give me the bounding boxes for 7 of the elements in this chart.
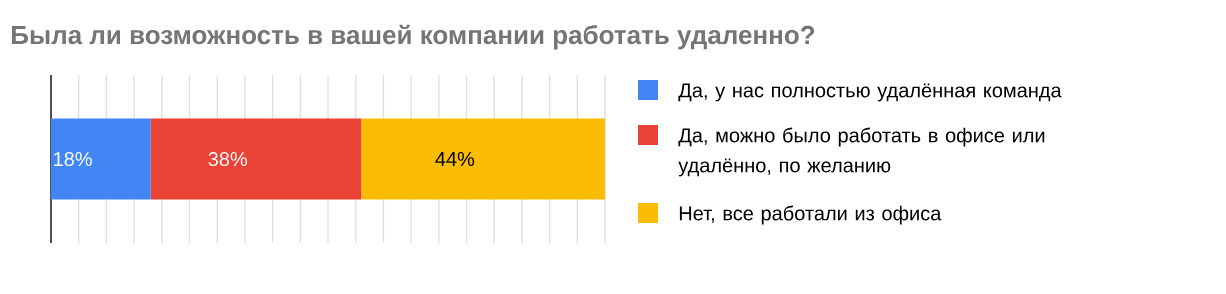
data-label: 18% <box>54 151 92 167</box>
data-label: 38% <box>208 151 247 167</box>
chart-title: Была ли возможность в вашей компании работать удаленно? <box>12 24 815 50</box>
legend-label: Да, у нас полностью удалённая команда <box>678 83 1062 102</box>
data-label: 44% <box>435 152 475 167</box>
legend-label: Да, можно было работать в офисе или удалённо, по желанию <box>678 127 1045 177</box>
legend-label: Нет, все работали из офиса <box>679 205 942 225</box>
